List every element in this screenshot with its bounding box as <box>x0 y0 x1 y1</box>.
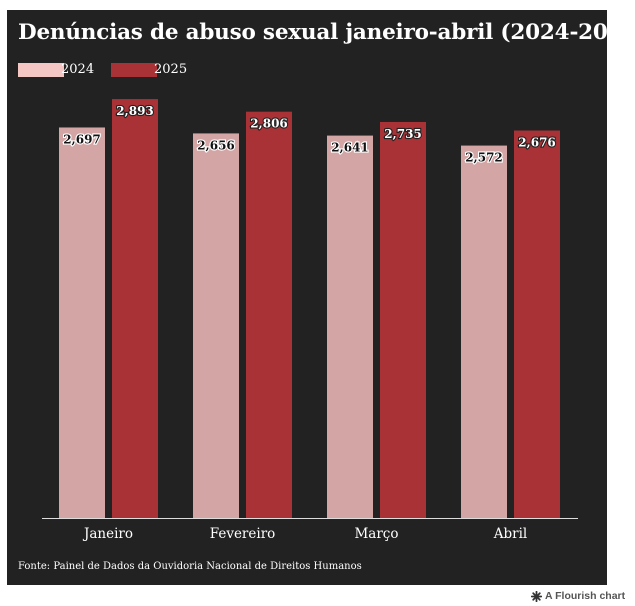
bar-2024-marco[interactable] <box>327 135 373 518</box>
data-label-2025-marco: 2,735 <box>384 127 422 141</box>
data-label-2024-abril: 2,572 <box>465 151 503 165</box>
x-tick-label-abril: Abril <box>493 526 527 542</box>
source-note: Fonte: Painel de Dados da Ouvidoria Naci… <box>18 561 362 572</box>
legend-swatch-2024 <box>18 63 64 77</box>
credit-text: A Flourish chart <box>545 590 626 602</box>
legend-label-2024: 2024 <box>61 62 95 77</box>
data-label-2025-abril: 2,676 <box>518 136 556 150</box>
data-label-2025-fevereiro: 2,806 <box>250 117 288 131</box>
chart-card: Denúncias de abuso sexual janeiro-abril … <box>7 10 635 585</box>
x-tick-label-fevereiro: Fevereiro <box>210 526 276 542</box>
bar-2025-abril[interactable] <box>514 130 560 518</box>
bar-2025-marco[interactable] <box>380 121 426 519</box>
bar-2024-abril[interactable] <box>461 145 507 518</box>
flourish-asterisk-icon <box>531 591 542 602</box>
legend-label-2025: 2025 <box>154 62 188 77</box>
x-tick-label-janeiro: Janeiro <box>82 526 133 542</box>
bar-2025-fevereiro[interactable] <box>246 111 292 519</box>
x-tick-label-marco: Março <box>354 526 398 542</box>
bar-chart-plot: 2,697 2,893 Janeiro 2,656 2,806 Fevereiro 2,64… <box>42 99 578 542</box>
bar-2025-janeiro[interactable] <box>112 99 158 518</box>
bar-2024-janeiro[interactable] <box>59 127 105 519</box>
chart-title: Denúncias de abuso sexual janeiro-abril … <box>18 20 635 45</box>
data-label-2024-marco: 2,641 <box>331 141 369 155</box>
bar-2024-fevereiro[interactable] <box>193 133 239 518</box>
data-label-2024-janeiro: 2,697 <box>63 132 101 146</box>
data-label-2024-fevereiro: 2,656 <box>197 138 235 152</box>
data-label-2025-janeiro: 2,893 <box>116 104 154 118</box>
legend-swatch-2025 <box>111 63 157 77</box>
